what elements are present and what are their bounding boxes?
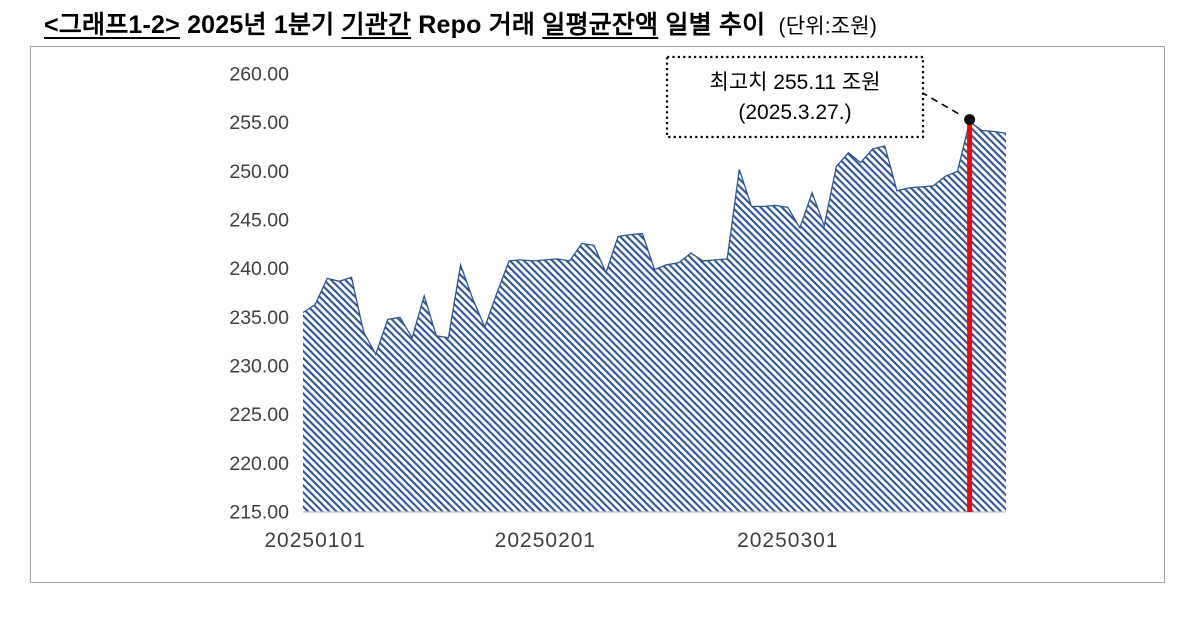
y-tick-label: 220.00 [229,453,289,475]
area-series [303,121,1006,512]
title-segment: 일평균잔액 [542,11,659,39]
y-tick-label: 245.00 [229,210,289,232]
annotation-box [665,55,925,139]
annotation-connector [920,91,963,117]
y-tick-label: 255.00 [229,112,289,134]
title-segment: Repo 거래 [411,11,543,39]
title-segment: 2025년 1분기 [179,11,342,39]
figure-title-text: <그래프1-2> 2025년 1분기 기관간 Repo 거래 일평균잔액 일별 … [44,11,765,39]
x-tick-label: 20250101 [264,529,365,552]
title-segment: 기관간 [341,11,412,39]
y-tick-label: 250.00 [229,161,289,183]
repo-balance-area-chart: 260.00 255.00 250.00 245.00 240.00 235.00 230.… [229,55,1007,552]
y-tick-label: 235.00 [229,307,289,329]
area-outline [302,120,1007,356]
unit-label: (단위:조원) [778,15,878,38]
annotation-line2: (2025.3.27.) [738,101,851,124]
title-segment: 일별 추이 [658,11,766,39]
x-tick-label: 20250301 [737,529,838,552]
x-tick-label: 20250201 [495,529,596,552]
y-tick-label: 240.00 [229,258,289,280]
peak-marker [964,114,976,126]
annotation-line1: 최고치 255.11 조원 [710,71,881,94]
y-tick-label: 225.00 [229,404,289,426]
title-segment: <그래프1-2> [44,11,180,39]
y-tick-label: 215.00 [229,502,289,524]
y-tick-label: 260.00 [229,64,289,86]
figure-title: <그래프1-2> 2025년 1분기 기관간 Repo 거래 일평균잔액 일별 … [44,5,877,41]
chart-frame: 260.00 255.00 250.00 245.00 240.00 235.00 230.… [30,46,1165,583]
y-tick-label: 230.00 [229,356,289,378]
